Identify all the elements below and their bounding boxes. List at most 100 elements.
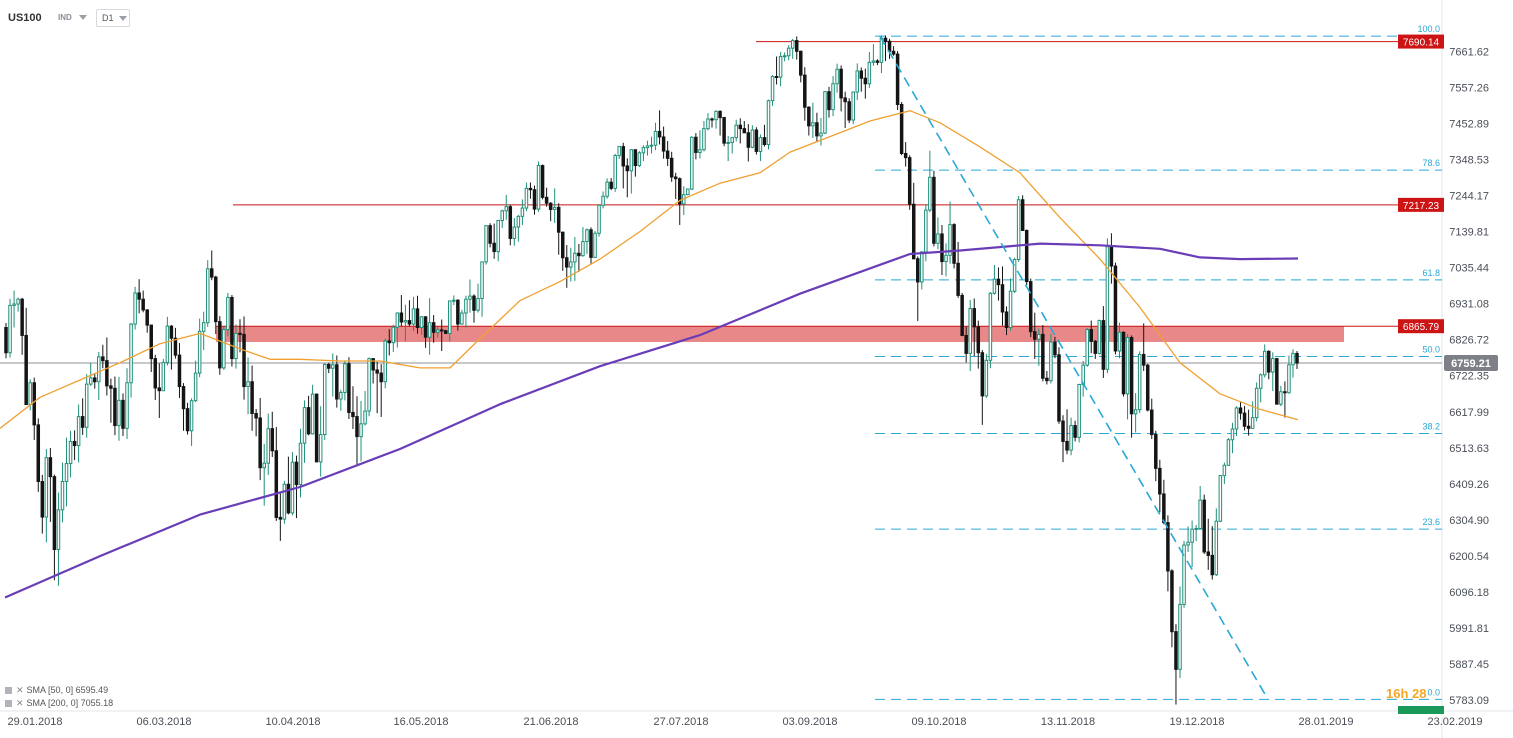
trendline bbox=[879, 35, 1269, 700]
candle-body bbox=[754, 129, 759, 152]
candle-body bbox=[859, 70, 864, 79]
candle-body bbox=[774, 75, 779, 78]
candle-body bbox=[32, 382, 36, 426]
candle-body bbox=[339, 391, 343, 400]
candle-body bbox=[1194, 527, 1198, 530]
candle-body bbox=[815, 122, 819, 137]
candle-body bbox=[629, 149, 634, 172]
y-tick-label: 6200.54 bbox=[1449, 551, 1489, 563]
candle-body bbox=[1254, 387, 1259, 419]
candle-body bbox=[669, 157, 674, 178]
candle-body bbox=[1271, 358, 1275, 373]
candle-body bbox=[460, 312, 464, 325]
candle-body bbox=[1214, 520, 1219, 576]
candle-body bbox=[157, 387, 162, 392]
y-tick-label: 6826.72 bbox=[1449, 335, 1489, 347]
candle-body bbox=[480, 261, 484, 300]
candle-body bbox=[823, 91, 827, 134]
settings-icon[interactable] bbox=[5, 700, 12, 707]
y-tick-label: 6617.99 bbox=[1449, 407, 1489, 419]
candle-body bbox=[734, 124, 738, 139]
fib-level-label: 50.0 bbox=[1422, 345, 1440, 355]
candle-body bbox=[44, 457, 49, 518]
candle-body bbox=[1049, 341, 1053, 382]
level-price-label: 7690.14 bbox=[1403, 38, 1440, 49]
candle-body bbox=[1150, 409, 1154, 436]
candle-body bbox=[649, 144, 654, 147]
candle-body bbox=[621, 146, 626, 167]
timeframe-select[interactable]: D1 bbox=[96, 9, 130, 27]
legend-sma200[interactable]: ✕ SMA [200, 0] 7055.18 bbox=[5, 697, 113, 710]
candle-body bbox=[1162, 493, 1166, 524]
candle-body bbox=[1037, 333, 1041, 340]
candle-body bbox=[4, 327, 8, 354]
x-tick-label: 13.11.2018 bbox=[1041, 716, 1095, 728]
candle-body bbox=[1129, 337, 1134, 415]
x-tick-label: 03.09.2018 bbox=[782, 716, 837, 728]
candle-body bbox=[16, 298, 20, 305]
candle-body bbox=[766, 100, 771, 146]
candle-body bbox=[653, 130, 658, 146]
close-icon[interactable]: ✕ bbox=[16, 685, 24, 695]
candle-body bbox=[996, 278, 1001, 286]
candle-body bbox=[8, 304, 12, 354]
candle-body bbox=[1028, 281, 1033, 333]
legend-sma200-label: SMA [200, 0] 7055.18 bbox=[26, 698, 114, 708]
candle-body bbox=[556, 206, 561, 233]
candle-body bbox=[1250, 417, 1255, 429]
candle-body bbox=[1202, 499, 1206, 553]
candle-body bbox=[40, 481, 45, 518]
candle-body bbox=[605, 181, 609, 197]
candle-body bbox=[698, 149, 702, 153]
candle-body bbox=[254, 412, 258, 419]
candle-body bbox=[928, 176, 932, 211]
candle-body bbox=[427, 322, 432, 338]
candle-body bbox=[601, 195, 605, 206]
candle-body bbox=[121, 399, 125, 429]
candle-body bbox=[234, 332, 238, 360]
candle-body bbox=[298, 442, 303, 486]
chevron-down-icon[interactable] bbox=[79, 15, 87, 20]
candle-body bbox=[1085, 329, 1089, 366]
candle-body bbox=[141, 298, 145, 311]
candle-body bbox=[266, 428, 270, 464]
y-tick-label: 6096.18 bbox=[1449, 587, 1489, 599]
candle-body bbox=[1158, 467, 1162, 495]
candle-body bbox=[1133, 409, 1138, 415]
candle-body bbox=[24, 334, 28, 406]
candle-body bbox=[1041, 333, 1045, 379]
candle-body bbox=[145, 309, 149, 326]
candle-body bbox=[803, 74, 807, 108]
x-tick-label: 19.12.2018 bbox=[1169, 716, 1224, 728]
close-icon[interactable]: ✕ bbox=[16, 698, 24, 708]
fib-level-label: 38.2 bbox=[1422, 422, 1440, 432]
legend-sma50[interactable]: ✕ SMA [50, 0] 6595.49 bbox=[5, 684, 113, 697]
candle-body bbox=[367, 358, 371, 412]
y-tick-label: 7035.44 bbox=[1449, 263, 1489, 275]
candle-body bbox=[149, 324, 153, 360]
candle-body bbox=[726, 141, 730, 144]
symbol-label: US100 bbox=[8, 12, 42, 24]
candle-body bbox=[20, 298, 24, 336]
candle-body bbox=[968, 308, 972, 354]
candle-body bbox=[226, 296, 230, 331]
candle-countdown: 16h 28 bbox=[1386, 686, 1426, 701]
candle-body bbox=[68, 440, 73, 465]
candle-body bbox=[222, 329, 226, 369]
candle-body bbox=[710, 118, 714, 121]
candle-body bbox=[1057, 354, 1061, 422]
y-tick-label: 7348.53 bbox=[1449, 155, 1489, 167]
candle-body bbox=[508, 206, 513, 239]
candle-body bbox=[351, 411, 355, 418]
candle-body bbox=[746, 132, 751, 148]
market-label[interactable]: IND bbox=[58, 13, 72, 22]
candle-body bbox=[97, 356, 101, 383]
candle-body bbox=[577, 252, 581, 257]
settings-icon[interactable] bbox=[5, 687, 12, 694]
candle-body bbox=[512, 226, 517, 239]
candle-body bbox=[1295, 352, 1299, 364]
candle-body bbox=[1145, 364, 1150, 411]
candle-body bbox=[980, 352, 985, 397]
y-tick-label: 5991.81 bbox=[1449, 623, 1489, 635]
